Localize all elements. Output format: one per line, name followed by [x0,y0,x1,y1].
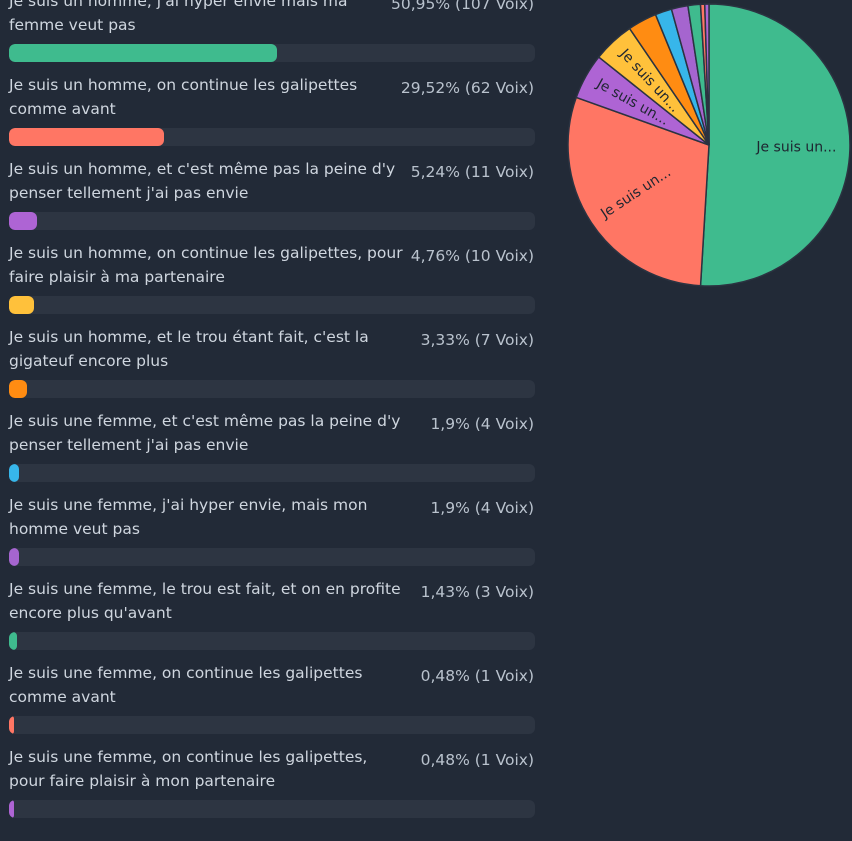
poll-option: Je suis une femme, le trou est fait, et … [0,578,545,662]
option-percent: 0,48% (1 Voix) [420,751,534,769]
option-label: Je suis une femme, on continue les galip… [9,664,363,706]
progress-bar-track [9,548,535,566]
progress-bar-fill [9,632,17,650]
progress-bar-fill [9,44,277,62]
pie-slice [703,3,710,146]
option-percent: 0,48% (1 Voix) [420,667,534,685]
poll-option: Je suis une femme, j'ai hyper envie, mai… [0,494,545,578]
progress-bar-fill [9,128,165,146]
progress-bar-track [9,128,535,146]
progress-bar-fill [9,716,14,734]
progress-bar-fill [9,380,27,398]
poll-option: Je suis un homme, et c'est même pas la p… [0,158,545,242]
progress-bar-fill [9,296,35,314]
progress-bar-track [9,380,535,398]
progress-bar-fill [9,548,19,566]
option-percent: 5,24% (11 Voix) [410,163,534,181]
poll-option: Je suis une femme, on continue les galip… [0,746,545,830]
option-label: Je suis une femme, le trou est fait, et … [9,580,401,622]
pie-slice-label: Je suis un... [755,140,836,156]
progress-bar-fill [9,800,14,818]
pie-chart: Je suis un...Je suis un...Je suis un...J… [567,3,851,287]
poll-option: Je suis une femme, on continue les galip… [0,662,545,746]
poll-option: Je suis une femme, et c'est même pas la … [0,410,545,494]
option-label: Je suis un homme, et le trou étant fait,… [9,328,369,370]
option-percent: 50,95% (107 Voix) [391,0,534,13]
option-label: Je suis une femme, et c'est même pas la … [9,412,401,454]
progress-bar-track [9,296,535,314]
progress-bar-track [9,632,535,650]
option-percent: 1,9% (4 Voix) [430,499,534,517]
option-percent: 4,76% (10 Voix) [410,247,534,265]
option-label: Je suis une femme, j'ai hyper envie, mai… [9,496,368,538]
poll-option: Je suis un homme, j'ai hyper envie mais … [0,0,545,74]
option-label: Je suis un homme, et c'est même pas la p… [9,160,396,202]
poll-option: Je suis un homme, on continue les galipe… [0,74,545,158]
pie-slice [699,3,851,287]
progress-bar-track [9,212,535,230]
poll-option: Je suis un homme, on continue les galipe… [0,242,545,326]
pie-slice [567,96,710,287]
poll-option: Je suis un homme, et le trou étant fait,… [0,326,545,410]
option-label: Je suis un homme, on continue les galipe… [9,244,403,286]
option-percent: 29,52% (62 Voix) [400,79,534,97]
progress-bar-track [9,800,535,818]
option-label: Je suis un homme, on continue les galipe… [9,76,358,118]
progress-bar-track [9,464,535,482]
option-label: Je suis une femme, on continue les galip… [9,748,368,790]
option-label: Je suis un homme, j'ai hyper envie mais … [9,0,348,34]
option-percent: 3,33% (7 Voix) [420,331,534,349]
progress-bar-track [9,44,535,62]
progress-bar-track [9,716,535,734]
option-percent: 1,43% (3 Voix) [420,583,534,601]
option-percent: 1,9% (4 Voix) [430,415,534,433]
progress-bar-fill [9,212,37,230]
progress-bar-fill [9,464,19,482]
